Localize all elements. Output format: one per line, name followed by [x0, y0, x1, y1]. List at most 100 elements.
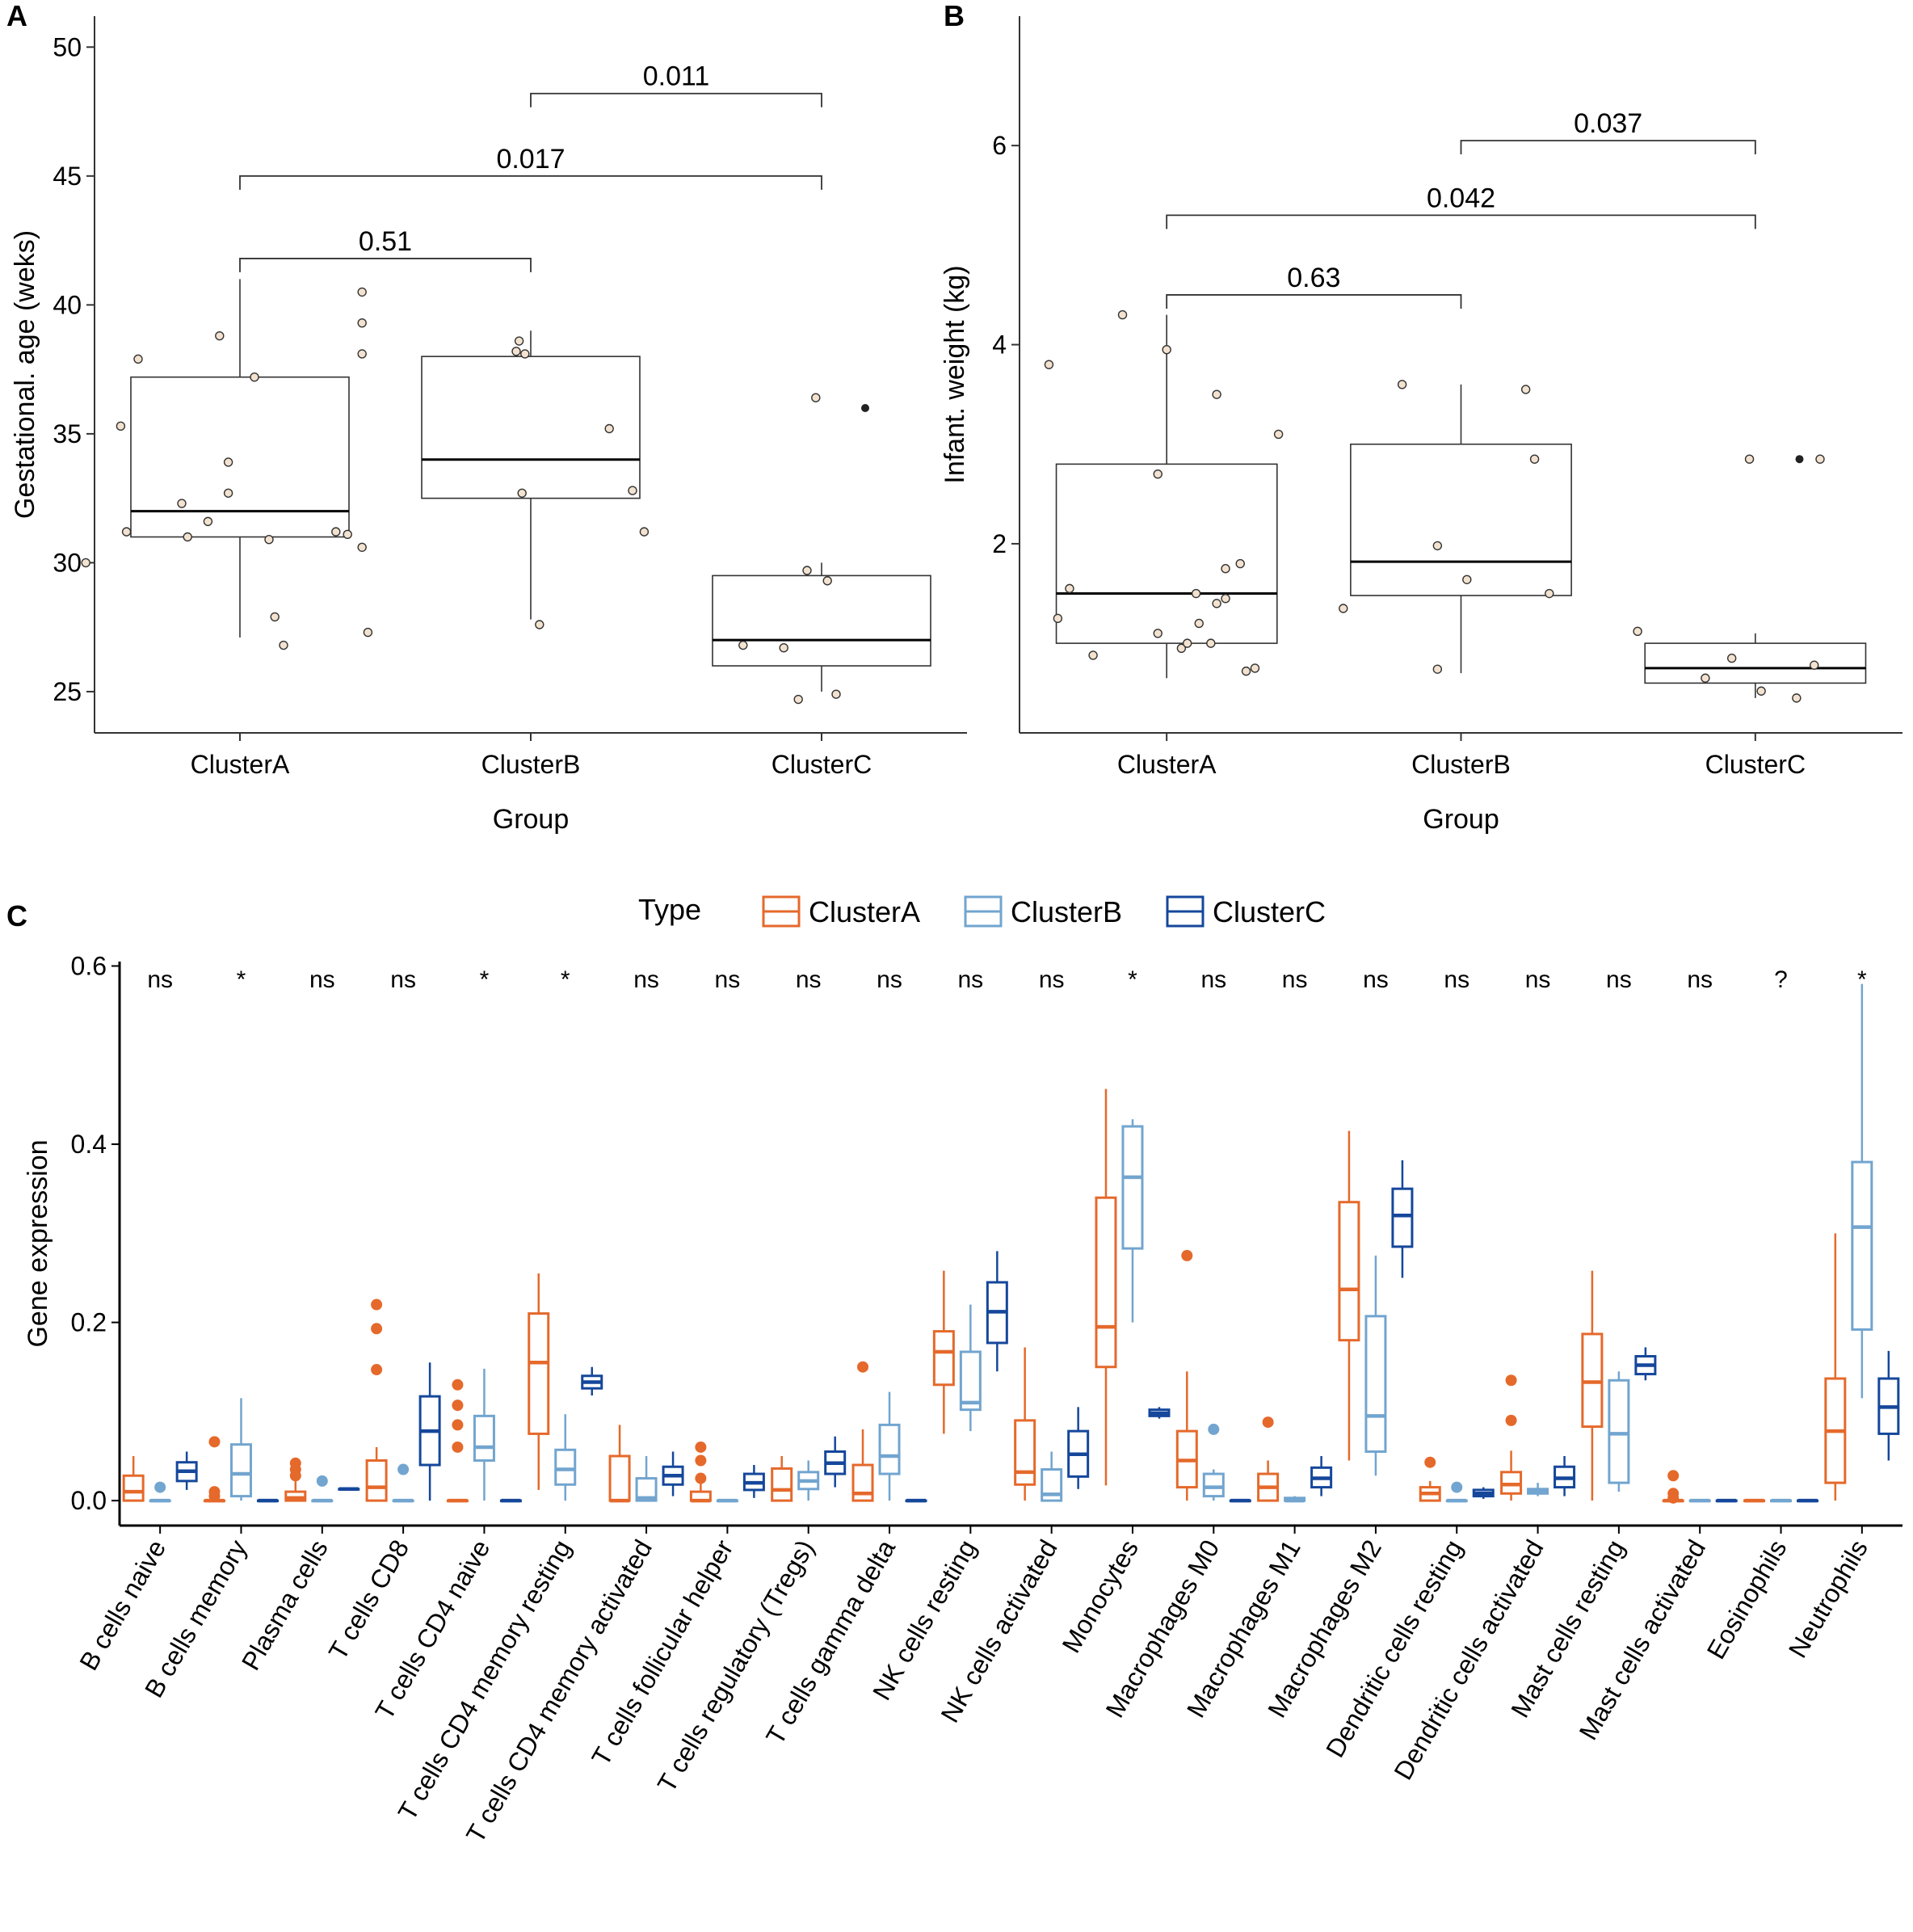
jitter-point — [1633, 626, 1642, 637]
outlier-point — [695, 1472, 707, 1484]
jitter-point — [822, 576, 832, 586]
jitter-point — [1432, 541, 1443, 551]
jitter-point — [223, 488, 233, 498]
jitter-point — [517, 488, 527, 498]
jitter-point — [1815, 454, 1825, 464]
jitter-point — [1221, 564, 1230, 574]
jitter-point — [250, 372, 259, 382]
outlier-point — [1505, 1414, 1517, 1426]
jitter-point — [639, 527, 650, 537]
significance-label: ns — [1200, 966, 1226, 993]
box-iqr — [1350, 443, 1572, 596]
outlier-point — [316, 1475, 328, 1487]
jitter-point — [520, 349, 530, 359]
jitter-point — [831, 689, 841, 699]
panel-c-label: C — [6, 899, 27, 932]
jitter-point — [1756, 686, 1766, 696]
box-iqr — [959, 1350, 982, 1412]
jitter-point — [1462, 575, 1472, 584]
significance-label: ns — [1687, 966, 1713, 993]
panel-a-y-tick-label: 40 — [53, 290, 82, 319]
box-iqr — [1391, 1187, 1414, 1248]
significance-label: ns — [1525, 966, 1551, 993]
jitter-point — [177, 499, 187, 508]
significance-label: * — [237, 966, 246, 993]
panel-c-x-tick-label: T cells CD8 — [323, 1535, 415, 1665]
box-iqr — [229, 1443, 252, 1498]
panel-a-y-tick-label: 45 — [53, 162, 82, 191]
p-value-label: 0.037 — [1574, 108, 1642, 139]
jitter-point — [223, 457, 233, 467]
outlier-point — [1181, 1249, 1193, 1261]
box-iqr — [932, 1330, 955, 1387]
panel-b-x-tick-label: ClusterC — [1705, 750, 1806, 779]
significance-label: * — [480, 966, 490, 993]
outlier-point — [452, 1400, 464, 1412]
jitter-point — [1432, 664, 1443, 674]
panel-c-y-tick-label: 0.2 — [71, 1308, 107, 1337]
jitter-point — [802, 566, 812, 575]
box-iqr — [122, 1474, 145, 1502]
panel-c-x-tick-label: Eosinophils — [1701, 1535, 1793, 1665]
jitter-point — [270, 612, 280, 622]
jitter-point — [1235, 558, 1245, 569]
panel-a-y-tick-label: 35 — [53, 419, 82, 448]
legend-title: Type — [638, 893, 701, 926]
panel-c-x-tick-label: T cells follicular helper — [586, 1534, 738, 1770]
jitter-point — [1250, 663, 1260, 673]
jitter-point — [1088, 650, 1098, 660]
jitter-point — [779, 643, 788, 653]
jitter-point — [1053, 613, 1063, 624]
comparison-bracket — [239, 175, 822, 190]
jitter-point — [1212, 599, 1221, 608]
box-iqr — [1338, 1201, 1360, 1342]
legend-label: ClusterA — [809, 895, 920, 928]
outlier-point — [1208, 1423, 1220, 1435]
legend-label: ClusterB — [1011, 895, 1122, 928]
panel-a-y-tick-label: 50 — [53, 32, 82, 61]
jitter-point — [1339, 604, 1348, 613]
box-iqr — [528, 1312, 550, 1435]
panel-a-label: A — [6, 0, 27, 32]
panel-c-y-tick-label: 0.4 — [71, 1130, 107, 1159]
significance-label: ns — [147, 966, 173, 993]
jitter-point — [357, 542, 367, 552]
outlier-point — [857, 1361, 869, 1373]
jitter-point — [511, 347, 521, 356]
box-iqr — [878, 1423, 901, 1475]
panel-c-y-tick-label: 0.0 — [71, 1486, 107, 1515]
outlier-point — [397, 1463, 410, 1475]
panel-c-y-tick-label: 0.6 — [71, 952, 107, 981]
box-iqr — [130, 376, 350, 538]
panel-a-chart: 25 30 35 40 45 50 ClusterA ClusterB ClusterC Grou… — [10, 16, 967, 835]
comparison-bracket — [1166, 214, 1756, 229]
outlier-point — [1424, 1456, 1436, 1468]
significance-label: ns — [715, 966, 741, 993]
jitter-point — [1153, 469, 1163, 479]
panel-a-x-tick-label: ClusterC — [772, 750, 872, 779]
jitter-point — [215, 330, 225, 341]
outlier-point — [371, 1323, 383, 1335]
panel-b-y-axis-title: Infant. weight (kg) — [940, 265, 970, 483]
outlier-point — [208, 1490, 221, 1502]
significance-label: ns — [1606, 966, 1632, 993]
jitter-point — [1809, 660, 1819, 670]
box-iqr — [473, 1414, 495, 1463]
significance-label: ns — [1282, 966, 1308, 993]
jitter-point — [1065, 583, 1074, 594]
jitter-point — [1153, 629, 1163, 638]
panel-a-x-tick-label: ClusterA — [191, 750, 290, 779]
jitter-point — [264, 535, 274, 545]
jitter-point — [183, 532, 192, 542]
jitter-point — [1701, 673, 1710, 683]
jitter-point — [1194, 618, 1204, 629]
jitter-point — [343, 529, 352, 540]
panel-b-y-tick-label: 4 — [992, 330, 1007, 360]
outlier-point — [289, 1470, 301, 1482]
panel-c-x-tick-label: Monocytes — [1056, 1535, 1144, 1658]
p-value-label: 0.017 — [496, 144, 565, 175]
jitter-point — [1726, 653, 1737, 663]
jitter-point — [1182, 638, 1192, 648]
outlier-point — [452, 1419, 464, 1431]
jitter-point — [738, 640, 748, 650]
